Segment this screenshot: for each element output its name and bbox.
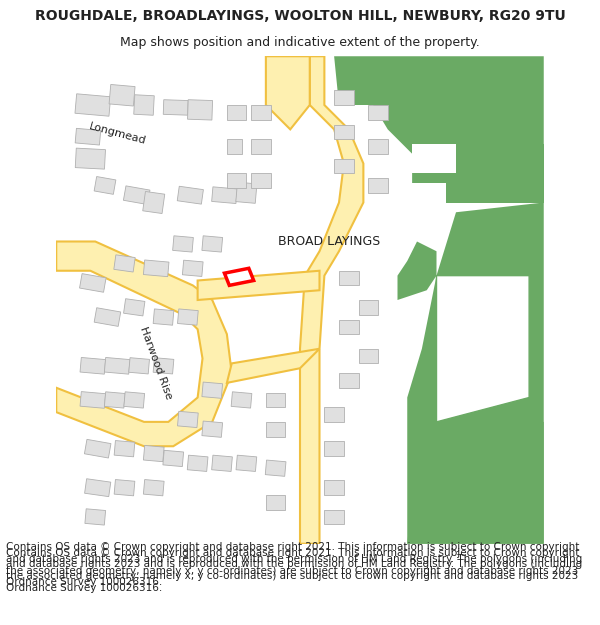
Polygon shape: [251, 139, 271, 154]
Polygon shape: [251, 173, 271, 188]
Polygon shape: [266, 422, 286, 436]
Polygon shape: [339, 319, 359, 334]
Polygon shape: [178, 411, 198, 428]
Polygon shape: [334, 91, 353, 105]
Polygon shape: [75, 128, 101, 145]
Polygon shape: [114, 255, 135, 272]
Text: Longmead: Longmead: [88, 122, 147, 147]
Polygon shape: [129, 357, 149, 374]
Text: ROUGHDALE, BROADLAYINGS, WOOLTON HILL, NEWBURY, RG20 9TU: ROUGHDALE, BROADLAYINGS, WOOLTON HILL, N…: [35, 9, 565, 22]
Polygon shape: [94, 308, 121, 326]
Polygon shape: [407, 422, 544, 544]
Polygon shape: [124, 392, 145, 408]
Polygon shape: [227, 349, 320, 383]
Polygon shape: [85, 479, 111, 497]
Polygon shape: [94, 176, 116, 194]
Polygon shape: [109, 84, 135, 106]
Polygon shape: [325, 481, 344, 495]
Polygon shape: [187, 455, 208, 471]
Polygon shape: [227, 105, 247, 119]
Polygon shape: [339, 271, 359, 286]
Polygon shape: [266, 56, 310, 129]
Polygon shape: [325, 441, 344, 456]
Polygon shape: [104, 357, 130, 374]
Polygon shape: [163, 100, 188, 115]
Text: Contains OS data © Crown copyright and database right 2021. This information is : Contains OS data © Crown copyright and d…: [6, 542, 582, 587]
Polygon shape: [143, 479, 164, 496]
Polygon shape: [231, 392, 252, 408]
Polygon shape: [334, 124, 353, 139]
Polygon shape: [407, 202, 544, 544]
Polygon shape: [212, 187, 237, 204]
Polygon shape: [80, 392, 106, 408]
Polygon shape: [266, 495, 286, 509]
Polygon shape: [85, 509, 106, 525]
Polygon shape: [265, 460, 286, 476]
Polygon shape: [143, 446, 164, 462]
Polygon shape: [104, 392, 125, 408]
Polygon shape: [134, 95, 154, 115]
Polygon shape: [124, 186, 150, 204]
Polygon shape: [85, 439, 111, 458]
Polygon shape: [75, 148, 106, 169]
Polygon shape: [446, 144, 544, 202]
Text: Contains OS data © Crown copyright and database right 2021. This information is : Contains OS data © Crown copyright and d…: [6, 548, 582, 592]
Polygon shape: [163, 450, 184, 467]
Polygon shape: [114, 441, 135, 457]
Polygon shape: [227, 139, 241, 154]
Polygon shape: [75, 94, 110, 116]
Polygon shape: [412, 144, 456, 173]
Text: Map shows position and indicative extent of the property.: Map shows position and indicative extent…: [120, 36, 480, 49]
Polygon shape: [56, 241, 232, 446]
Polygon shape: [325, 408, 344, 422]
Polygon shape: [334, 159, 353, 173]
Polygon shape: [437, 276, 529, 422]
Polygon shape: [359, 300, 378, 314]
Polygon shape: [143, 260, 169, 277]
Text: BROAD LAYINGS: BROAD LAYINGS: [278, 235, 380, 248]
Polygon shape: [80, 357, 106, 374]
Polygon shape: [224, 268, 254, 286]
Polygon shape: [212, 455, 232, 471]
Polygon shape: [114, 479, 135, 496]
Polygon shape: [266, 56, 364, 544]
Polygon shape: [251, 105, 271, 119]
Polygon shape: [124, 299, 145, 316]
Polygon shape: [197, 271, 320, 300]
Polygon shape: [334, 56, 544, 183]
Polygon shape: [153, 309, 174, 325]
Polygon shape: [80, 274, 106, 292]
Polygon shape: [188, 100, 212, 120]
Polygon shape: [368, 178, 388, 192]
Polygon shape: [202, 421, 223, 437]
Polygon shape: [143, 191, 165, 214]
Polygon shape: [182, 260, 203, 276]
Polygon shape: [177, 186, 203, 204]
Polygon shape: [359, 349, 378, 363]
Polygon shape: [202, 236, 223, 252]
Polygon shape: [397, 241, 437, 300]
Text: Harwood Rise: Harwood Rise: [139, 326, 174, 401]
Polygon shape: [325, 509, 344, 524]
Polygon shape: [153, 357, 174, 374]
Polygon shape: [266, 392, 286, 408]
Polygon shape: [368, 105, 388, 119]
Polygon shape: [236, 182, 257, 203]
Polygon shape: [368, 139, 388, 154]
Polygon shape: [236, 455, 257, 471]
Polygon shape: [227, 173, 247, 188]
Polygon shape: [178, 309, 198, 325]
Polygon shape: [339, 373, 359, 388]
Polygon shape: [202, 382, 223, 398]
Polygon shape: [173, 236, 193, 252]
